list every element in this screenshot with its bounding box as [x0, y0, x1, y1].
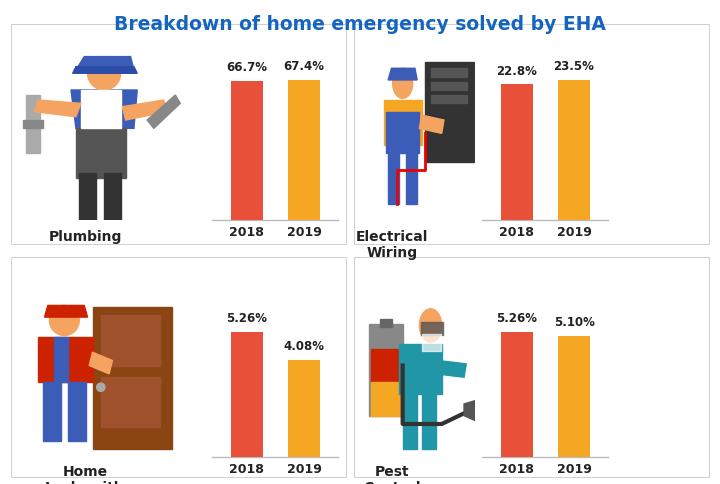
Text: Plumbing: Plumbing [48, 230, 122, 244]
Text: 22.8%: 22.8% [496, 64, 537, 77]
Circle shape [392, 68, 413, 98]
Bar [406, 153, 417, 203]
Text: 66.7%: 66.7% [226, 61, 267, 75]
Bar [402, 394, 417, 449]
Circle shape [419, 309, 442, 342]
Bar [425, 61, 474, 162]
Bar [420, 322, 443, 335]
Polygon shape [81, 90, 121, 128]
Polygon shape [464, 401, 475, 421]
Polygon shape [55, 337, 68, 382]
Polygon shape [89, 352, 112, 374]
Polygon shape [76, 128, 126, 179]
Polygon shape [388, 68, 417, 80]
Bar [92, 307, 172, 449]
Polygon shape [73, 67, 138, 73]
Bar [558, 80, 590, 220]
Polygon shape [436, 361, 467, 377]
Polygon shape [384, 100, 422, 145]
Polygon shape [35, 100, 81, 117]
Bar [431, 82, 467, 90]
Bar [369, 324, 402, 416]
Bar [501, 84, 533, 220]
Bar [104, 173, 121, 220]
Circle shape [50, 305, 79, 335]
Text: 67.4%: 67.4% [284, 60, 325, 73]
Text: Pest
Control: Pest Control [364, 465, 421, 484]
Polygon shape [71, 90, 138, 128]
Bar [27, 95, 40, 153]
Bar [380, 319, 392, 327]
Bar [79, 173, 96, 220]
Polygon shape [419, 115, 444, 134]
Bar [101, 316, 161, 365]
Polygon shape [386, 112, 419, 153]
Polygon shape [38, 337, 92, 382]
Bar [23, 120, 43, 128]
Text: 23.5%: 23.5% [554, 60, 595, 74]
Bar [422, 334, 441, 350]
Bar [288, 360, 320, 457]
Bar [431, 68, 467, 76]
Bar [372, 349, 400, 382]
Bar [388, 153, 400, 203]
Bar [101, 377, 161, 427]
Bar [231, 332, 263, 457]
Text: Home
Locksmith: Home Locksmith [45, 465, 125, 484]
Polygon shape [76, 57, 134, 70]
Bar [431, 95, 467, 104]
Bar [68, 382, 86, 440]
Circle shape [88, 57, 121, 90]
Polygon shape [45, 305, 88, 317]
Bar [288, 79, 320, 220]
Text: 5.26%: 5.26% [496, 312, 537, 325]
Polygon shape [122, 100, 167, 120]
Polygon shape [400, 344, 442, 394]
Bar [422, 394, 436, 449]
Polygon shape [147, 95, 180, 128]
Text: Electrical
Wiring: Electrical Wiring [356, 230, 428, 260]
Text: 5.26%: 5.26% [226, 312, 267, 325]
Text: 4.08%: 4.08% [284, 340, 325, 353]
Bar [231, 81, 263, 220]
Circle shape [96, 383, 105, 392]
Bar [501, 332, 533, 457]
Bar [43, 382, 61, 440]
Bar [558, 336, 590, 457]
Text: Breakdown of home emergency solved by EHA: Breakdown of home emergency solved by EH… [114, 15, 606, 33]
Bar [372, 382, 400, 416]
Text: 5.10%: 5.10% [554, 316, 595, 329]
